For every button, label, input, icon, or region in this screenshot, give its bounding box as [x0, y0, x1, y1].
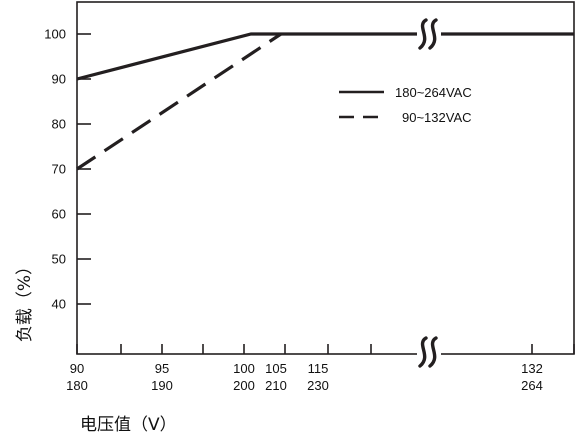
legend-label-180-264vac: 180~264VAC — [395, 85, 472, 100]
plot-frame — [76, 1, 575, 355]
legend: 180~264VAC 90~132VAC — [339, 85, 472, 125]
x-tick-label-lower: 180 — [66, 378, 88, 393]
y-tick-label: 60 — [52, 207, 66, 222]
x-tick-label-upper: 105 — [265, 361, 287, 376]
x-tick-label-upper: 100 — [233, 361, 255, 376]
y-tick-label: 100 — [44, 27, 66, 42]
x-tick-label-upper: 90 — [70, 361, 84, 376]
x-tick-label-lower: 230 — [307, 378, 329, 393]
series-line-90-132vac — [76, 32, 282, 171]
axis-break-marks — [417, 18, 441, 368]
legend-label-90-132vac: 90~132VAC — [402, 110, 472, 125]
x-tick-label-lower: 264 — [521, 378, 543, 393]
x-tick-label-lower: 210 — [265, 378, 287, 393]
series-line-180-264vac — [76, 32, 574, 81]
y-axis-ticks: 40 50 60 70 80 90 100 — [44, 27, 91, 312]
y-axis-title: 负载（%） — [15, 258, 35, 342]
x-tick-label-upper: 132 — [521, 361, 543, 376]
x-axis-ticks: 90 180 95 190 100 200 105 210 115 230 132 264 — [66, 344, 575, 393]
y-tick-label: 70 — [52, 162, 66, 177]
x-tick-label-upper: 115 — [308, 361, 329, 376]
y-tick-label: 90 — [52, 72, 66, 87]
series-layer — [76, 32, 574, 171]
x-tick-label-lower: 200 — [233, 378, 255, 393]
x-axis-title: 电压值（V） — [80, 415, 177, 435]
x-tick-label-upper: 95 — [155, 361, 169, 376]
y-tick-label: 80 — [52, 117, 66, 132]
x-tick-label-lower: 190 — [151, 378, 173, 393]
y-tick-label: 50 — [52, 252, 66, 267]
y-tick-label: 40 — [52, 297, 66, 312]
axis-break-bottom — [417, 336, 441, 368]
axis-break-top — [417, 18, 441, 50]
